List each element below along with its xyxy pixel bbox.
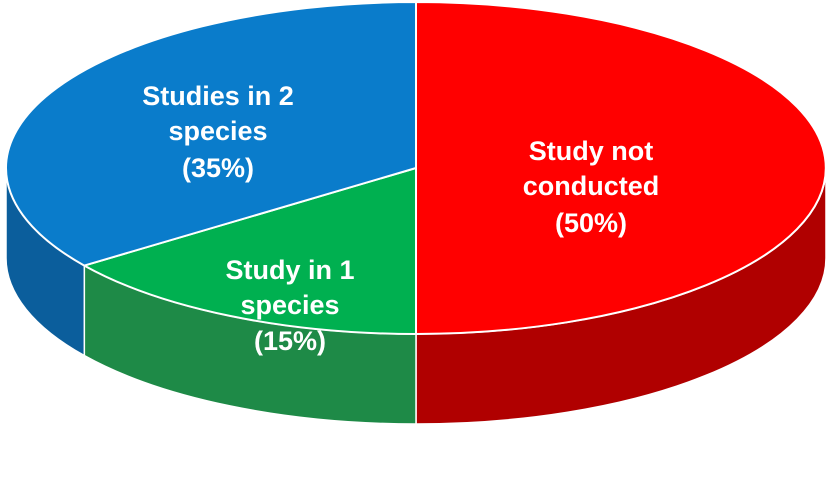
label-study-in-1-species-line1: Study in 1: [225, 255, 354, 285]
label-studies-in-2-species-line1: Studies in 2: [142, 81, 294, 111]
pie-labels: Study not conducted (50%) Study in 1 spe…: [142, 81, 659, 356]
slice-study-in-1-species: [83, 167, 417, 335]
pie-slices: [5, 1, 827, 335]
label-study-not-conducted-line1: Study not: [529, 136, 653, 166]
slice-studies-in-2-species: [5, 1, 417, 267]
label-study-in-1-species-line2: species: [240, 290, 339, 320]
label-studies-in-2-species-pct: (35%): [182, 153, 254, 183]
slice-study-not-conducted: [415, 1, 827, 335]
label-study-not-conducted-pct: (50%): [555, 208, 627, 238]
label-study-in-1-species-pct: (15%): [254, 326, 326, 356]
label-study-not-conducted-line2: conducted: [523, 171, 660, 201]
label-studies-in-2-species-line2: species: [168, 116, 267, 146]
